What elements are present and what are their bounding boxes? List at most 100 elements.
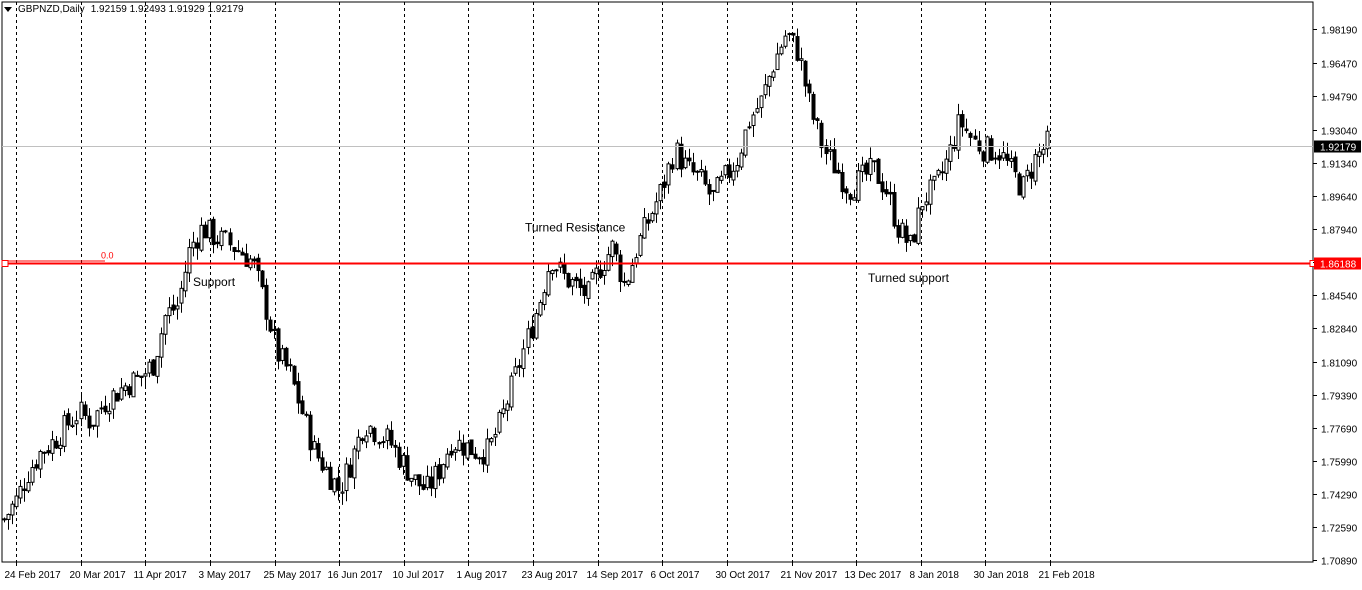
candle-body [650,212,655,222]
candle-body [95,410,100,427]
dropdown-triangle-icon[interactable] [4,7,12,12]
candle-body [534,313,539,339]
candle-body [1029,171,1034,179]
support-handle-left[interactable] [1,260,9,267]
candle-body [312,441,317,450]
y-tick-label: 1.96470 [1321,60,1358,71]
candle-body [759,95,764,109]
candle-body [912,234,917,243]
candle-body [634,257,639,264]
candle-body [505,403,510,411]
candle-body [308,414,313,451]
candle-body [240,251,245,256]
candle-body [1021,176,1026,198]
candle-body [654,201,659,215]
candle-body [14,495,19,508]
candle-body [570,279,575,287]
candle-body [658,184,663,202]
candle-body [920,206,925,211]
current-price-label: 1.92179 [1320,143,1357,154]
candle-body [74,420,79,425]
candle-body [828,149,833,152]
candle-body [811,93,816,120]
candle-body [232,247,237,253]
candle-body [389,429,394,446]
candle-body [755,108,760,113]
candle-body [91,424,96,427]
candle-body [509,375,514,408]
candle-body [908,234,913,242]
candle-body [99,407,104,410]
candle-body [288,364,293,367]
candle-body [183,271,188,292]
candle-body [956,114,961,151]
candle-body [83,404,88,417]
x-tick-label: 24 Feb 2017 [5,570,62,581]
candle-body [179,287,184,304]
candle-body [30,467,35,483]
y-tick-label: 1.70890 [1321,557,1358,568]
candle-body [683,157,688,169]
candle-body [916,207,921,244]
candle-body [344,463,349,492]
candle-body [574,276,579,282]
y-tick-label: 1.74290 [1321,491,1358,502]
candle-body [526,328,531,348]
y-tick-label: 1.79390 [1321,392,1358,403]
candle-body [807,83,812,94]
candle-body [679,143,684,170]
candle-body [119,387,124,400]
candle-body [264,284,269,320]
candle-body [715,177,720,193]
candle-body [517,365,522,368]
candle-body [6,513,11,520]
candle-body [417,474,422,487]
chart-symbol: GBPNZD,Daily [18,4,85,15]
candle-body [348,464,353,478]
candle-body [356,436,361,452]
candle-body [54,440,59,449]
y-tick-label: 1.82840 [1321,325,1358,336]
candle-body [819,122,824,149]
candle-body [167,307,172,317]
x-tick-label: 11 Apr 2017 [134,570,188,581]
candle-body [143,373,148,377]
candle-body [610,240,615,258]
candle-body [457,439,462,451]
candle-body [10,503,15,516]
candle-body [1005,153,1010,161]
candle-body [453,449,458,453]
x-tick-label: 21 Feb 2018 [1039,570,1096,581]
x-tick-label: 3 May 2017 [199,570,252,581]
candle-body [107,410,112,415]
candle-body [513,366,518,374]
candle-body [111,390,116,410]
candle-body [332,478,337,493]
support-price-label: 1.86188 [1320,260,1357,271]
candle-body [493,433,498,438]
candle-body [844,188,849,194]
candle-body [1013,156,1018,173]
candle-body [328,466,333,490]
candle-body [1037,151,1042,157]
candle-body [538,302,543,316]
candle-body [469,439,474,456]
candle-body [622,280,627,283]
candle-body [739,152,744,168]
chart-title-bar: GBPNZD,Daily 1.92159 1.92493 1.91929 1.9… [4,4,244,15]
candle-body [207,219,212,239]
candle-body [409,477,414,482]
candle-body [707,184,712,195]
candle-body [38,450,43,470]
candle-body [944,158,949,174]
candle-body [292,365,297,385]
candle-body [70,424,75,428]
candle-body [703,170,708,185]
candle-body [304,413,309,416]
candle-body [79,401,84,420]
candle-body [695,170,700,173]
candle-body [147,361,152,374]
candle-body [296,381,301,404]
